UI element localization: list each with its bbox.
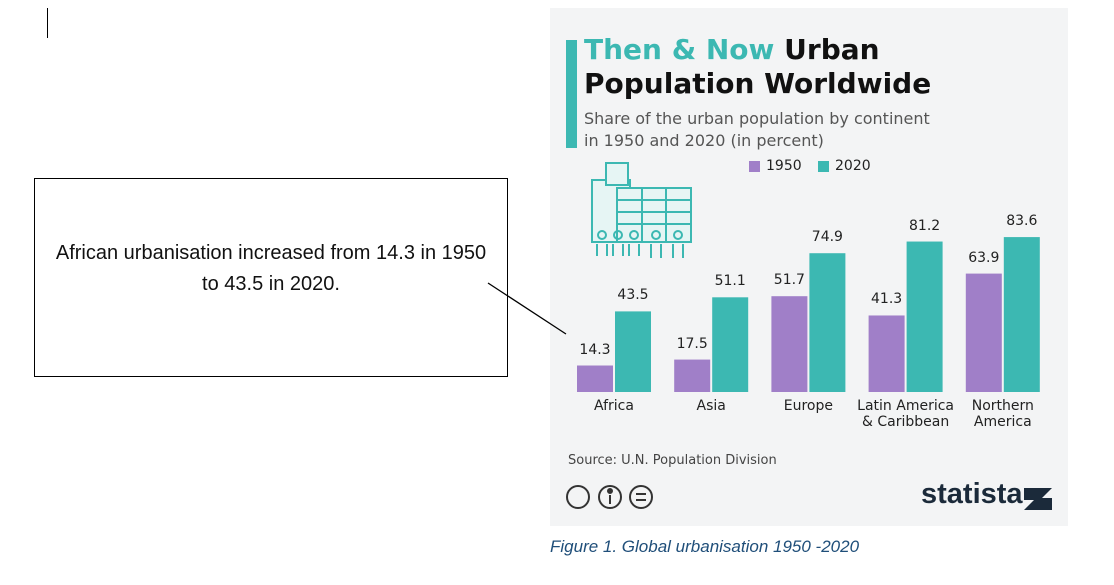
chart-source: Source: U.N. Population Division [568, 453, 777, 468]
value-label: 83.6 [1006, 213, 1038, 230]
callout-pointer [487, 282, 567, 335]
legend-label: 1950 [766, 158, 802, 174]
x-tick-label: Africa [594, 398, 634, 414]
chart-panel [550, 8, 1068, 526]
legend-label: 2020 [835, 158, 871, 174]
building-icon [591, 162, 692, 258]
x-tick-label: Europe [783, 398, 833, 414]
bar [674, 359, 711, 392]
text-cursor [47, 8, 48, 38]
bar [615, 311, 651, 392]
value-label: 63.9 [968, 249, 1000, 266]
chart-title: Then & Now Urban Population Worldwide [584, 33, 1054, 101]
figure-caption: Figure 1. Global urbanisation 1950 -2020 [550, 537, 860, 556]
value-label: 14.3 [579, 341, 611, 358]
bar [906, 241, 943, 392]
title-highlight: Then & Now [584, 33, 775, 66]
x-tick-label: Latin America & Caribbean [857, 398, 955, 430]
x-tick-label: Asia [696, 398, 726, 414]
bar [965, 273, 1002, 392]
value-label: 17.5 [676, 335, 708, 352]
bar [809, 253, 846, 392]
value-label: 51.1 [714, 273, 746, 290]
value-label: 81.2 [909, 217, 941, 234]
value-label: 43.5 [617, 287, 649, 304]
value-label: 51.7 [773, 272, 805, 289]
title-accent [566, 40, 577, 148]
legend-swatch [749, 161, 760, 172]
logo-mark [1024, 488, 1052, 510]
value-label: 74.9 [811, 229, 843, 246]
bar [712, 297, 749, 392]
x-tick-label: Northern America [971, 398, 1034, 430]
callout-text: African urbanisation increased from 14.3… [55, 242, 487, 295]
chart-subtitle: Share of the urban population by contine… [584, 109, 930, 150]
logo: statista [921, 478, 1023, 510]
bar [868, 315, 905, 392]
callout-box [34, 178, 508, 377]
value-label: 41.3 [871, 291, 903, 308]
title-main: Urban Population Worldwide [584, 33, 932, 100]
license-icons [566, 485, 653, 509]
bar [771, 296, 808, 392]
legend-swatch [818, 161, 829, 172]
bar [1003, 237, 1040, 392]
bar [577, 365, 613, 392]
